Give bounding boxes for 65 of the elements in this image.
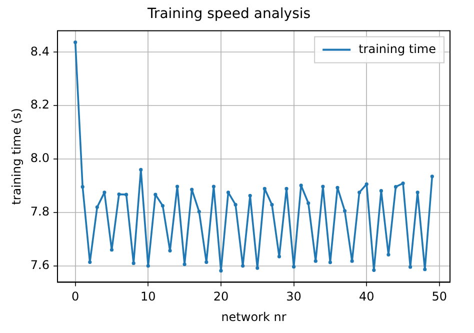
- y-tick-label: 8.0: [30, 151, 50, 166]
- x-axis-title: network nr: [221, 310, 286, 324]
- point: [241, 264, 245, 268]
- point: [168, 248, 172, 252]
- legend-label: training time: [358, 42, 436, 56]
- point: [372, 268, 376, 272]
- point: [139, 168, 143, 172]
- point: [416, 190, 420, 194]
- point: [212, 184, 216, 188]
- point: [386, 252, 390, 256]
- y-tick-label: 8.2: [30, 98, 50, 112]
- y-tick-label: 7.6: [30, 258, 50, 272]
- x-tick-label: 50: [432, 290, 448, 304]
- point: [80, 185, 84, 189]
- point: [248, 194, 252, 198]
- point: [328, 260, 332, 264]
- point: [182, 262, 186, 266]
- point: [277, 254, 282, 258]
- point: [234, 202, 238, 207]
- point: [379, 189, 383, 193]
- point: [74, 40, 78, 44]
- point: [401, 182, 405, 186]
- point: [219, 268, 223, 273]
- point: [88, 260, 92, 264]
- y-tick-label: 7.8: [30, 204, 50, 219]
- x-tick-label: 30: [286, 290, 302, 304]
- point: [117, 192, 121, 196]
- point: [190, 188, 194, 192]
- point: [364, 182, 368, 186]
- point: [197, 210, 201, 214]
- point: [95, 205, 99, 209]
- point: [110, 248, 114, 252]
- point: [423, 268, 427, 272]
- point: [336, 186, 340, 190]
- chart-title: Training speed analysis: [146, 6, 311, 22]
- point: [160, 204, 165, 208]
- point: [342, 209, 347, 213]
- point: [154, 192, 158, 196]
- point: [226, 190, 230, 194]
- point: [350, 259, 354, 263]
- point: [321, 184, 325, 188]
- x-tick-label: 0: [72, 290, 80, 304]
- point: [270, 202, 274, 207]
- point: [284, 186, 288, 190]
- point: [175, 184, 180, 188]
- y-axis-title: training time (s): [9, 108, 24, 205]
- point: [102, 190, 106, 194]
- point: [292, 264, 296, 269]
- x-tick-label: 20: [213, 290, 229, 304]
- y-tick-label: 8.4: [30, 44, 50, 58]
- point: [132, 261, 136, 266]
- point: [146, 264, 150, 268]
- point: [430, 174, 434, 178]
- point: [314, 259, 318, 263]
- point: [256, 266, 260, 270]
- point: [408, 265, 412, 269]
- point: [394, 185, 398, 189]
- point: [299, 184, 303, 188]
- point: [204, 260, 208, 264]
- point: [262, 186, 266, 190]
- x-tick-label: 10: [140, 290, 156, 304]
- point: [358, 190, 362, 194]
- x-tick-label: 40: [358, 290, 374, 304]
- point: [306, 201, 310, 205]
- point: [124, 192, 128, 196]
